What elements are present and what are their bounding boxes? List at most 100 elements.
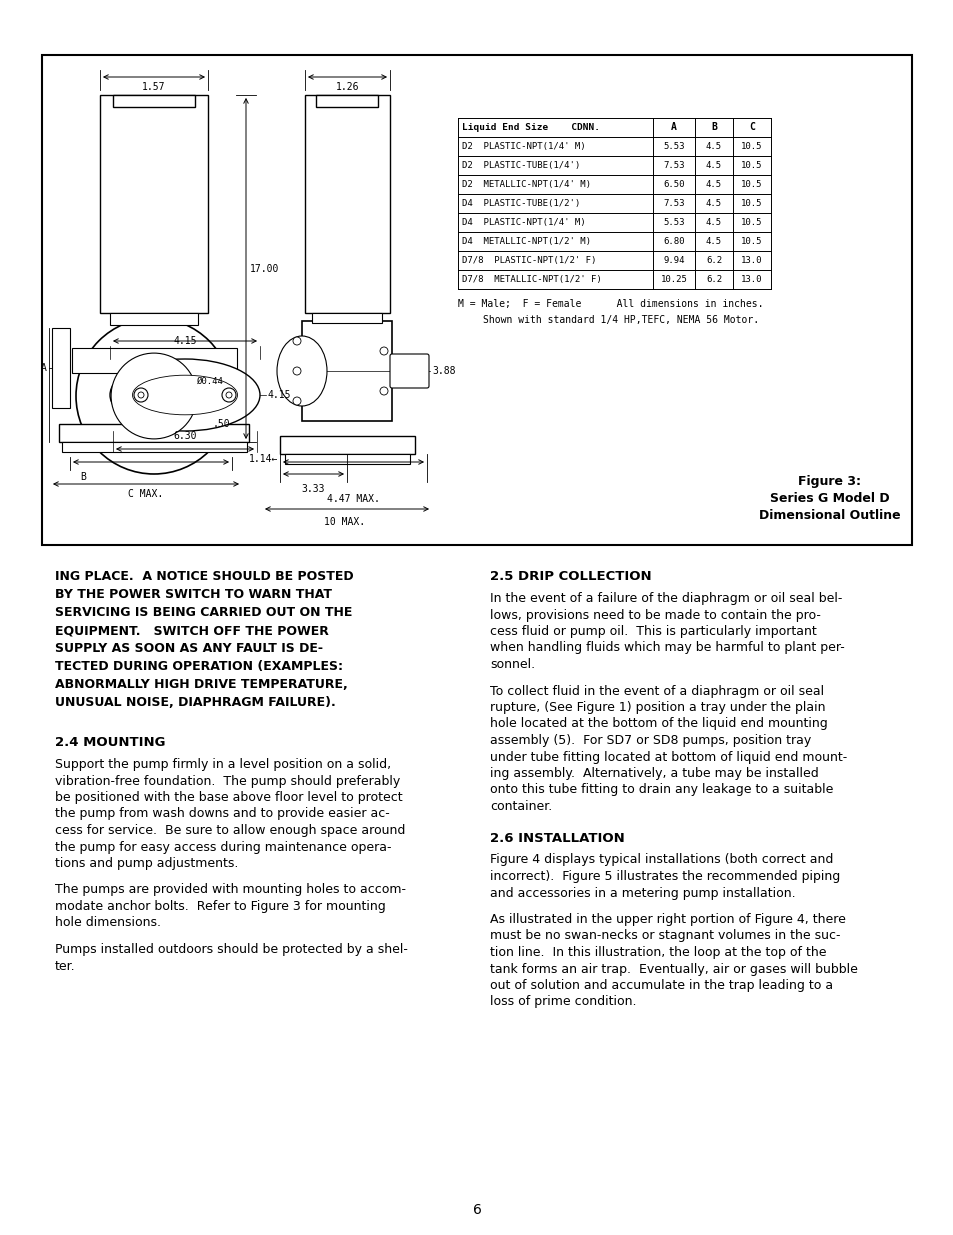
Bar (305, 95, 390, 312)
Text: sonnel.: sonnel. (490, 658, 535, 671)
Text: must be no swan-necks or stagnant volumes in the suc-: must be no swan-necks or stagnant volume… (490, 930, 840, 942)
Bar (59, 424, 249, 442)
Text: 4.5: 4.5 (705, 199, 721, 207)
Text: and accessories in a metering pump installation.: and accessories in a metering pump insta… (490, 887, 795, 899)
Text: assembly (5).  For SD7 or SD8 pumps, position tray: assembly (5). For SD7 or SD8 pumps, posi… (490, 734, 810, 747)
Text: 3.33: 3.33 (301, 484, 325, 494)
Text: ing assembly.  Alternatively, a tube may be installed: ing assembly. Alternatively, a tube may … (490, 767, 818, 781)
Text: vibration-free foundation.  The pump should preferably: vibration-free foundation. The pump shou… (55, 774, 400, 788)
Text: 10.5: 10.5 (740, 219, 762, 227)
Text: 13.0: 13.0 (740, 275, 762, 284)
Bar (315, 95, 377, 107)
Bar (52, 329, 70, 408)
Bar (62, 442, 247, 452)
Text: As illustrated in the upper right portion of Figure 4, there: As illustrated in the upper right portio… (490, 913, 845, 926)
Text: SERVICING IS BEING CARRIED OUT ON THE: SERVICING IS BEING CARRIED OUT ON THE (55, 606, 352, 619)
Text: 4.5: 4.5 (705, 219, 721, 227)
Text: 6: 6 (472, 1203, 481, 1216)
Text: 2.5 DRIP COLLECTION: 2.5 DRIP COLLECTION (490, 571, 651, 583)
Text: 4.47 MAX.: 4.47 MAX. (327, 494, 379, 504)
Circle shape (293, 396, 301, 405)
Text: Dimensional Outline: Dimensional Outline (759, 509, 900, 522)
Text: 2.4 MOUNTING: 2.4 MOUNTING (55, 736, 165, 748)
Text: D4  PLASTIC-NPT(1/4' M): D4 PLASTIC-NPT(1/4' M) (461, 219, 585, 227)
Circle shape (133, 388, 148, 403)
Circle shape (138, 391, 144, 398)
Text: 6.2: 6.2 (705, 275, 721, 284)
Text: D2  METALLIC-NPT(1/4' M): D2 METALLIC-NPT(1/4' M) (461, 180, 590, 189)
Text: Shown with standard 1/4 HP,TEFC, NEMA 56 Motor.: Shown with standard 1/4 HP,TEFC, NEMA 56… (482, 315, 759, 325)
Text: onto this tube fitting to drain any leakage to a suitable: onto this tube fitting to drain any leak… (490, 783, 833, 797)
Bar (110, 312, 198, 325)
Text: lows, provisions need to be made to contain the pro-: lows, provisions need to be made to cont… (490, 609, 820, 621)
Circle shape (379, 387, 388, 395)
Circle shape (226, 391, 232, 398)
Text: 10.5: 10.5 (740, 237, 762, 246)
Text: The pumps are provided with mounting holes to accom-: The pumps are provided with mounting hol… (55, 883, 406, 897)
FancyBboxPatch shape (390, 354, 429, 388)
Text: 4.5: 4.5 (705, 161, 721, 170)
Text: tank forms an air trap.  Eventually, air or gases will bubble: tank forms an air trap. Eventually, air … (490, 962, 857, 976)
Bar (100, 95, 208, 312)
Text: 1.14←: 1.14← (249, 454, 277, 464)
Text: 6.30: 6.30 (173, 431, 196, 441)
Text: container.: container. (490, 800, 552, 813)
Circle shape (379, 347, 388, 354)
Text: tion line.  In this illustration, the loop at the top of the: tion line. In this illustration, the loo… (490, 946, 825, 960)
Text: 10.5: 10.5 (740, 180, 762, 189)
Text: loss of prime condition.: loss of prime condition. (490, 995, 636, 1009)
Bar (42, 56, 911, 545)
Text: 2.6 INSTALLATION: 2.6 INSTALLATION (490, 831, 624, 845)
Text: when handling fluids which may be harmful to plant per-: when handling fluids which may be harmfu… (490, 641, 843, 655)
Bar (280, 436, 415, 454)
Circle shape (293, 337, 301, 345)
Text: cess fluid or pump oil.  This is particularly important: cess fluid or pump oil. This is particul… (490, 625, 816, 638)
Text: 13.0: 13.0 (740, 256, 762, 266)
Text: 6.50: 6.50 (662, 180, 684, 189)
Ellipse shape (132, 375, 237, 415)
Text: the pump for easy access during maintenance opera-: the pump for easy access during maintena… (55, 841, 391, 853)
Text: .50: .50 (213, 419, 231, 429)
Text: 3.88: 3.88 (432, 366, 455, 375)
Text: SUPPLY AS SOON AS ANY FAULT IS DE-: SUPPLY AS SOON AS ANY FAULT IS DE- (55, 642, 323, 655)
Ellipse shape (110, 359, 260, 431)
Text: ter.: ter. (55, 960, 75, 972)
Text: Figure 3:: Figure 3: (798, 475, 861, 488)
Text: under tube fitting located at bottom of liquid end mount-: under tube fitting located at bottom of … (490, 751, 846, 763)
Text: Series G Model D: Series G Model D (769, 492, 889, 505)
Text: D2  PLASTIC-TUBE(1/4'): D2 PLASTIC-TUBE(1/4') (461, 161, 579, 170)
Bar (285, 454, 410, 464)
Text: 4.15: 4.15 (173, 336, 196, 346)
Text: 4.15: 4.15 (268, 390, 292, 400)
Text: 1.57: 1.57 (142, 82, 166, 91)
Text: 4.5: 4.5 (705, 237, 721, 246)
Bar (302, 321, 392, 421)
Text: ING PLACE.  A NOTICE SHOULD BE POSTED: ING PLACE. A NOTICE SHOULD BE POSTED (55, 571, 354, 583)
Text: 5.53: 5.53 (662, 219, 684, 227)
Circle shape (293, 367, 301, 375)
Text: BY THE POWER SWITCH TO WARN THAT: BY THE POWER SWITCH TO WARN THAT (55, 588, 332, 601)
Text: 6.2: 6.2 (705, 256, 721, 266)
Text: 10.5: 10.5 (740, 142, 762, 151)
Text: 6.80: 6.80 (662, 237, 684, 246)
Text: B: B (710, 122, 717, 132)
Text: Pumps installed outdoors should be protected by a shel-: Pumps installed outdoors should be prote… (55, 944, 408, 956)
Text: 9.94: 9.94 (662, 256, 684, 266)
Text: 10.5: 10.5 (740, 199, 762, 207)
Text: 4.5: 4.5 (705, 142, 721, 151)
Text: Liquid End Size    CDNN.: Liquid End Size CDNN. (461, 124, 599, 132)
Text: C: C (748, 122, 754, 132)
Text: 4.5: 4.5 (705, 180, 721, 189)
Text: hole dimensions.: hole dimensions. (55, 916, 161, 930)
Text: cess for service.  Be sure to allow enough space around: cess for service. Be sure to allow enoug… (55, 824, 405, 837)
Text: rupture, (See Figure 1) position a tray under the plain: rupture, (See Figure 1) position a tray … (490, 701, 824, 714)
Bar (112, 95, 194, 107)
Text: 1.26: 1.26 (335, 82, 359, 91)
Text: D7/8  METALLIC-NPT(1/2' F): D7/8 METALLIC-NPT(1/2' F) (461, 275, 601, 284)
Text: hole located at the bottom of the liquid end mounting: hole located at the bottom of the liquid… (490, 718, 827, 730)
Text: Figure 4 displays typical installations (both correct and: Figure 4 displays typical installations … (490, 853, 833, 867)
Text: tions and pump adjustments.: tions and pump adjustments. (55, 857, 238, 869)
Circle shape (111, 353, 196, 438)
Ellipse shape (276, 336, 327, 406)
Text: be positioned with the base above floor level to protect: be positioned with the base above floor … (55, 790, 402, 804)
